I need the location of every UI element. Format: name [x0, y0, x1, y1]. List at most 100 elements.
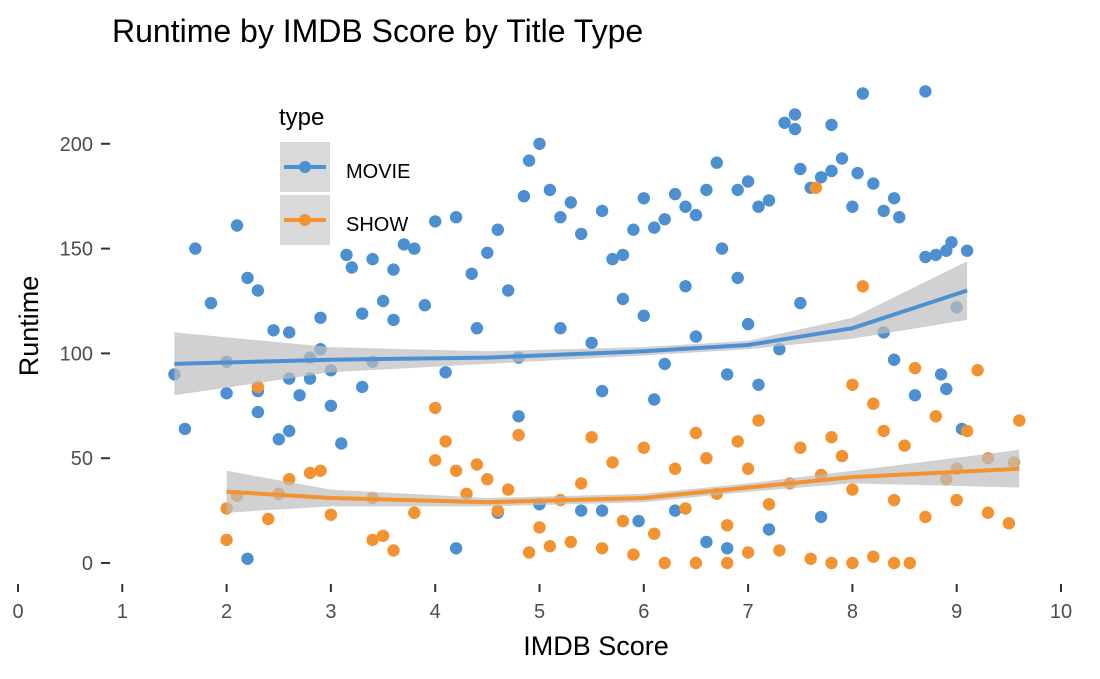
point-movie	[293, 389, 306, 402]
point-show	[741, 546, 755, 559]
point-movie	[919, 85, 932, 98]
point-show	[303, 466, 317, 480]
point-movie	[324, 399, 338, 412]
point-movie	[814, 510, 828, 524]
point-show	[846, 483, 859, 496]
point-show	[794, 441, 807, 454]
point-movie	[835, 152, 849, 165]
x-tick-label: 8	[847, 601, 858, 623]
point-show	[429, 454, 442, 467]
point-show	[877, 424, 890, 438]
point-movie	[632, 514, 645, 528]
point-show	[502, 483, 515, 496]
point-movie	[851, 166, 864, 180]
confidence-band-movie	[174, 261, 968, 396]
point-show	[867, 397, 880, 410]
point-movie	[491, 223, 504, 236]
point-show	[262, 512, 275, 526]
point-show	[543, 540, 557, 553]
point-movie	[689, 330, 703, 343]
point-movie	[230, 219, 244, 232]
point-show	[366, 533, 379, 547]
point-show	[762, 498, 776, 511]
point-movie	[533, 137, 546, 150]
point-show	[575, 477, 588, 490]
point-show	[648, 527, 661, 540]
point-show	[512, 428, 525, 442]
point-movie	[731, 183, 744, 197]
x-tick-label: 6	[638, 601, 649, 623]
point-movie	[794, 296, 807, 310]
point-show	[846, 378, 859, 391]
point-movie	[522, 154, 536, 167]
y-tick-label: 50	[71, 448, 93, 470]
point-movie	[867, 177, 880, 190]
point-show	[439, 435, 452, 448]
point-show	[481, 473, 494, 486]
point-show	[741, 462, 755, 475]
x-tick-label: 3	[325, 601, 336, 623]
x-tick-label: 4	[430, 601, 441, 623]
point-movie	[397, 238, 411, 251]
x-tick-label: 2	[221, 601, 232, 623]
point-movie	[637, 309, 650, 322]
point-show	[971, 364, 984, 377]
point-movie	[788, 108, 802, 121]
point-show	[929, 410, 942, 423]
point-movie	[658, 357, 671, 371]
point-movie	[752, 200, 765, 213]
point-show	[585, 431, 598, 444]
y-tick-label: 150	[60, 239, 93, 261]
point-show	[825, 431, 838, 444]
point-movie	[267, 324, 280, 337]
x-tick-label: 1	[117, 601, 128, 623]
point-movie	[251, 405, 265, 419]
point-show	[887, 493, 901, 507]
point-movie	[564, 196, 577, 209]
point-movie	[825, 164, 838, 178]
point-movie	[731, 271, 744, 285]
point-movie	[439, 366, 452, 379]
x-tick-label: 0	[12, 601, 23, 623]
point-movie	[418, 299, 431, 312]
point-show	[731, 435, 744, 448]
point-show	[835, 449, 849, 463]
point-movie	[356, 307, 369, 320]
point-show	[376, 529, 390, 542]
chart-title: Runtime by IMDB Score by Title Type	[112, 13, 643, 49]
point-movie	[778, 116, 791, 129]
point-movie	[960, 244, 974, 257]
point-movie	[585, 336, 598, 350]
point-movie	[595, 204, 609, 218]
point-show	[960, 424, 974, 438]
point-movie	[470, 322, 484, 335]
point-movie	[679, 200, 692, 213]
point-show	[908, 361, 922, 375]
series-movie	[168, 85, 974, 565]
point-movie	[345, 261, 358, 274]
point-movie	[762, 194, 776, 207]
legend-title: type	[279, 104, 324, 131]
point-show	[809, 181, 823, 194]
point-show	[846, 556, 859, 570]
point-movie	[449, 211, 463, 224]
confidence-band-show	[226, 449, 1020, 513]
point-show	[470, 458, 484, 471]
x-tick-label: 7	[743, 601, 754, 623]
point-show	[700, 452, 713, 465]
point-show	[689, 556, 703, 570]
point-movie	[710, 156, 723, 169]
point-movie	[595, 384, 609, 398]
point-show	[658, 556, 671, 570]
legend-dot-show	[299, 214, 311, 226]
legend-label-show: SHOW	[346, 214, 408, 236]
y-tick-label: 200	[60, 134, 93, 156]
point-movie	[616, 292, 630, 306]
legend-dot-movie	[299, 161, 311, 173]
point-movie	[721, 542, 734, 555]
point-movie	[340, 248, 353, 262]
trend-line-movie	[174, 288, 968, 366]
point-movie	[283, 326, 296, 339]
point-movie	[575, 504, 588, 517]
